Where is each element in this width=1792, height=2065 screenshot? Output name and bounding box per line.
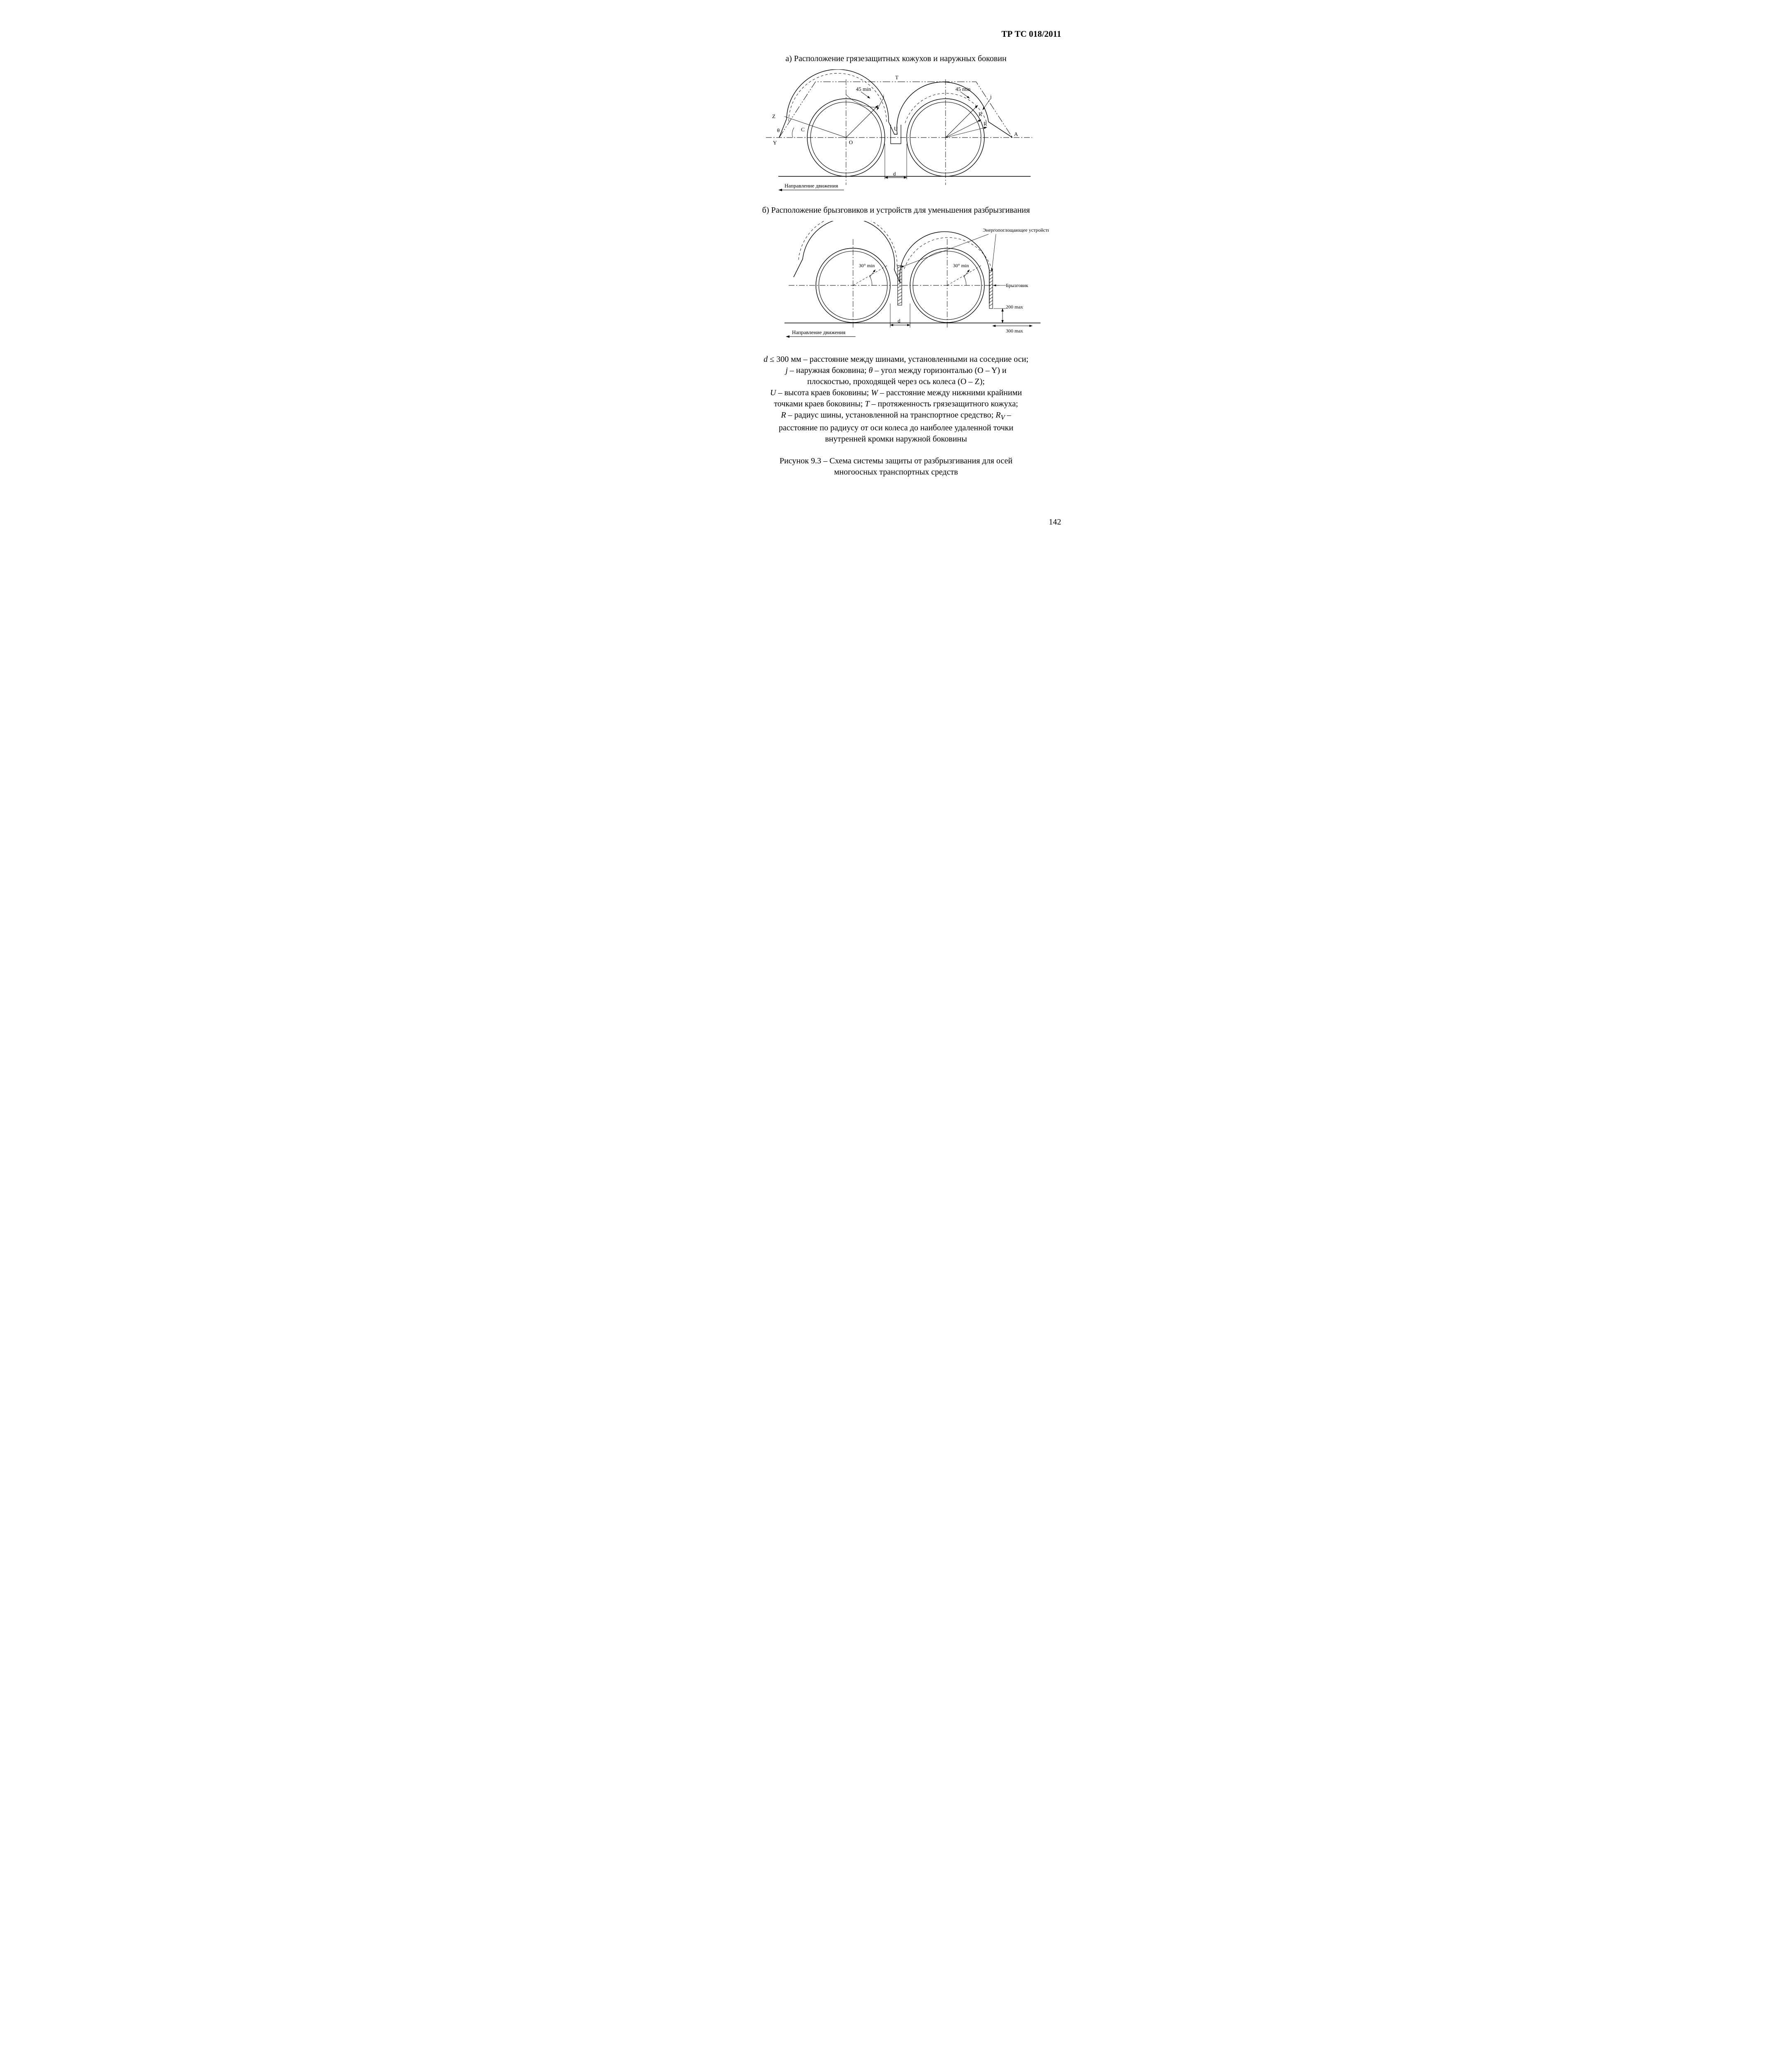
legend-W: W [871,388,878,397]
legend-R: R [781,411,786,420]
caption-l1: Рисунок 9.3 – Схема системы защиты от ра… [731,456,1061,467]
legend-l3: плоскостью, проходящей через ось колеса … [731,376,1061,387]
page: ТР ТС 018/2011 а) Расположение грязезащи… [694,0,1098,545]
legend-l2d: – угол между горизонталью (O – Y) и [873,366,1007,375]
figB-30-1: 30° min [859,263,875,268]
legend-l2b: – наружная боковина; [788,366,869,375]
figA-U: U [894,126,898,132]
legend-T: T [865,399,870,408]
figB-dir: Направление движения [792,329,846,335]
figB-300: 300 max [1006,328,1023,334]
legend-l4b: – высота краев боковины; [776,388,871,397]
figure-caption: Рисунок 9.3 – Схема системы защиты от ра… [731,456,1061,478]
doc-code: ТР ТС 018/2011 [731,29,1061,39]
legend-l6b: – радиус шины, установленной на транспор… [786,411,996,420]
figA-Y: Y [773,140,777,146]
figA-45-1: 45 min [856,86,871,92]
figB-svg: 30° min 30° min [743,221,1049,345]
figA-Rv: R [984,121,987,127]
figA-O: O [849,139,853,145]
legend-l5a: точками краев боковины; [774,399,865,408]
figA-R: R [979,111,982,117]
figB-200: 200 max [1006,304,1023,310]
figB-d: d [898,318,901,324]
legend-theta: θ [869,366,873,375]
figB-energy-label: Энергопоглощающее устройство [983,227,1049,233]
legend-l7: расстояние по радиусу от оси колеса до н… [731,422,1061,434]
figA-d: d [893,171,896,177]
figA-j2: j [990,93,992,100]
figA-Z: Z [772,113,775,119]
caption-l2: многоосных транспортных средств [731,467,1061,478]
figA-j1: j [882,93,884,100]
legend: d ≤ 300 мм – расстояние между шинами, ус… [731,354,1061,445]
figA-theta: θ [777,127,780,133]
figB-mudflap-label: Брызговик [1006,282,1028,288]
legend-d: d [763,355,768,364]
figA-A: A [1014,131,1018,137]
figA-dir: Направление движения [785,183,838,189]
figB-30-2: 30° min [953,263,969,268]
legend-l5c: – протяженность грязезащитного кожуха; [870,399,1018,408]
legend-l6d: – [1005,411,1011,420]
legend-U: U [770,388,776,397]
figA-C: C [801,126,805,133]
legend-Rv: RV [996,411,1005,420]
figA-T: T [895,74,898,81]
page-number: 142 [1049,517,1061,527]
legend-l1b: ≤ 300 мм – расстояние между шинами, уста… [768,355,1029,364]
figA-svg: d T 45 min 45 min j j Z θ C Y O U R R A … [743,69,1049,197]
figA-45-2: 45 min [955,86,971,92]
figB-mudflap [989,271,993,309]
legend-l4d: – расстояние между нижними крайними [878,388,1022,397]
figA-title: а) Расположение грязезащитных кожухов и … [731,54,1061,64]
figB-title: б) Расположение брызговиков и устройств … [731,206,1061,215]
legend-l8: внутренней кромки наружной боковины [731,434,1061,445]
